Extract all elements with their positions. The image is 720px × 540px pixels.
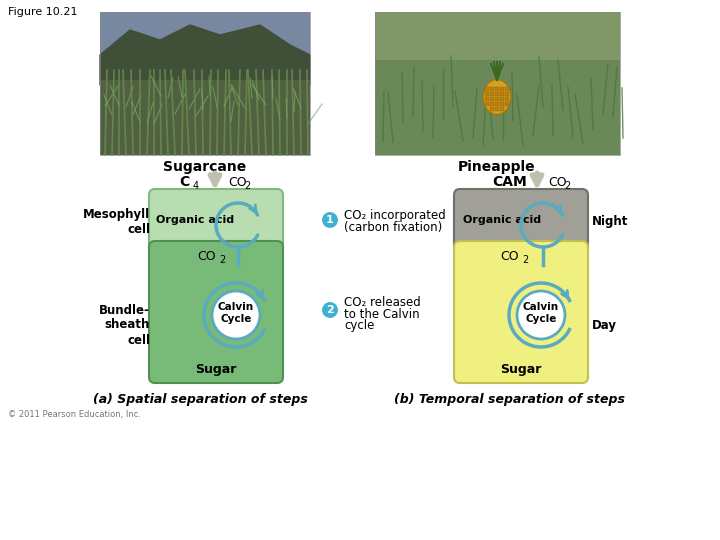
Text: CO: CO <box>500 249 519 262</box>
Bar <box>485 97 489 101</box>
Bar <box>375 12 620 155</box>
Ellipse shape <box>483 79 511 114</box>
Circle shape <box>321 211 339 229</box>
Bar <box>100 12 310 155</box>
Bar <box>490 97 494 101</box>
Bar <box>500 97 504 101</box>
Text: Sugar: Sugar <box>500 363 541 376</box>
Text: 2: 2 <box>244 181 251 191</box>
Bar <box>490 92 494 96</box>
Bar <box>495 87 499 91</box>
Bar <box>500 87 504 91</box>
Text: CO₂ released: CO₂ released <box>344 295 420 308</box>
Text: Calvin
Cycle: Calvin Cycle <box>218 302 254 324</box>
Text: C: C <box>180 175 190 189</box>
Bar <box>100 12 310 85</box>
Text: 1: 1 <box>326 215 334 225</box>
Text: cycle: cycle <box>344 320 374 333</box>
Bar <box>490 107 494 111</box>
Bar <box>500 102 504 106</box>
Bar <box>495 107 499 111</box>
Text: Calvin
Cycle: Calvin Cycle <box>523 302 559 324</box>
Text: Sugar: Sugar <box>195 363 237 376</box>
Text: (carbon fixation): (carbon fixation) <box>344 221 442 234</box>
Text: 2: 2 <box>219 255 225 265</box>
Text: Figure 10.21: Figure 10.21 <box>8 7 78 17</box>
Bar <box>495 97 499 101</box>
Bar <box>375 12 620 155</box>
Bar <box>485 102 489 106</box>
Bar <box>500 92 504 96</box>
Text: 4: 4 <box>193 181 199 191</box>
Text: Organic acid: Organic acid <box>463 215 541 225</box>
Circle shape <box>212 291 260 339</box>
Bar <box>495 92 499 96</box>
FancyBboxPatch shape <box>454 241 588 383</box>
Text: 2: 2 <box>326 305 334 315</box>
Text: Day: Day <box>592 319 617 332</box>
Text: Night: Night <box>592 215 629 228</box>
Text: CO: CO <box>228 176 247 188</box>
FancyBboxPatch shape <box>149 189 283 253</box>
Text: CO: CO <box>548 176 567 188</box>
Bar <box>505 92 509 96</box>
Text: 2: 2 <box>564 181 570 191</box>
Bar <box>505 87 509 91</box>
Circle shape <box>321 301 339 319</box>
Bar <box>500 107 504 111</box>
Bar <box>485 92 489 96</box>
Bar <box>505 102 509 106</box>
Bar <box>495 102 499 106</box>
Text: CO₂ incorporated: CO₂ incorporated <box>344 208 446 221</box>
Polygon shape <box>100 25 310 85</box>
Text: Bundle-
sheath
cell: Bundle- sheath cell <box>99 303 150 347</box>
Text: 2: 2 <box>522 255 528 265</box>
Text: Mesophyll
cell: Mesophyll cell <box>83 208 150 236</box>
Bar <box>490 102 494 106</box>
Bar <box>375 12 620 60</box>
Bar <box>485 87 489 91</box>
FancyBboxPatch shape <box>454 189 588 253</box>
Bar <box>490 87 494 91</box>
Text: © 2011 Pearson Education, Inc.: © 2011 Pearson Education, Inc. <box>8 410 141 420</box>
Text: Organic acid: Organic acid <box>156 215 234 225</box>
FancyBboxPatch shape <box>149 241 283 383</box>
Text: CAM: CAM <box>492 175 527 189</box>
Text: (a) Spatial separation of steps: (a) Spatial separation of steps <box>93 394 307 407</box>
Bar <box>505 97 509 101</box>
Text: CO: CO <box>198 249 216 262</box>
Text: to the Calvin: to the Calvin <box>344 307 420 321</box>
Bar <box>100 80 310 155</box>
Text: (b) Temporal separation of steps: (b) Temporal separation of steps <box>395 394 626 407</box>
Text: Sugarcane: Sugarcane <box>163 160 247 174</box>
Text: Pineapple: Pineapple <box>458 160 536 174</box>
Circle shape <box>517 291 565 339</box>
